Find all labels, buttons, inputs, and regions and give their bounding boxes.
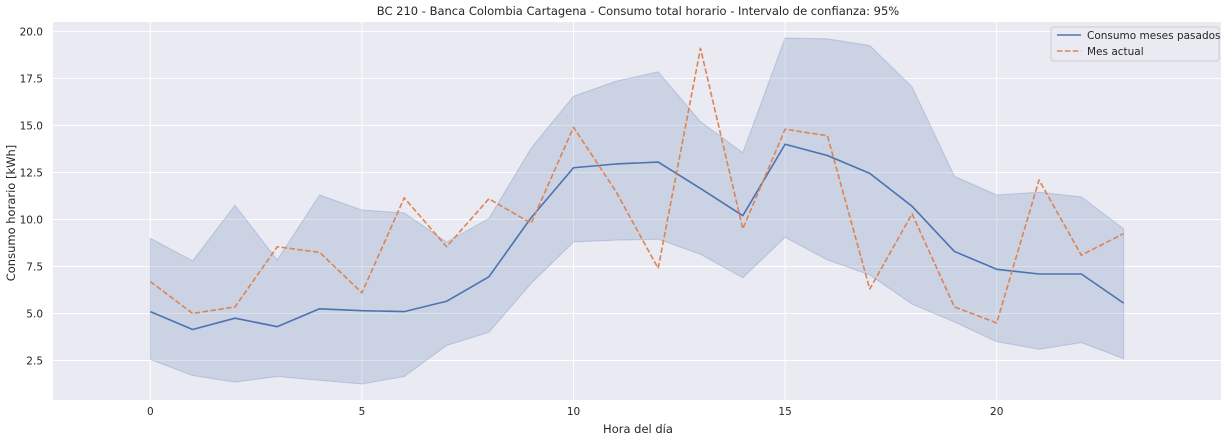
- x-tick-label: 20: [990, 406, 1003, 418]
- chart-title: BC 210 - Banca Colombia Cartagena - Cons…: [377, 4, 899, 18]
- x-tick-label: 10: [567, 406, 580, 418]
- legend: Consumo meses pasados Mes actual: [1050, 26, 1221, 62]
- y-tick-label: 7.5: [26, 261, 43, 273]
- y-tick-label: 2.5: [26, 356, 43, 368]
- y-axis-label: Consumo horario [kWh]: [4, 145, 18, 282]
- y-tick-label: 15.0: [20, 120, 43, 132]
- plot-background: [53, 22, 1221, 400]
- legend-label-mes-actual: Mes actual: [1087, 46, 1144, 58]
- y-tick-label: 20.0: [20, 26, 43, 38]
- confidence-band: [149, 37, 1125, 385]
- y-tick-label: 5.0: [26, 308, 43, 320]
- y-tick-label: 12.5: [20, 167, 43, 179]
- x-tick-label: 5: [359, 406, 366, 418]
- series-lines: [149, 47, 1125, 331]
- series-line-mes-actual: [149, 47, 1125, 324]
- confidence-band-layer: [149, 37, 1125, 385]
- series-line-consumo-meses-pasados: [150, 143, 1125, 331]
- legend-label-consumo-meses-pasados: Consumo meses pasados: [1087, 30, 1221, 42]
- y-tick-labels: 2.5 5.0 7.5 10.0 12.5 15.0 17.5 20.0: [20, 26, 43, 367]
- y-tick-label: 10.0: [20, 214, 43, 226]
- x-tick-label: 15: [778, 406, 791, 418]
- x-tick-label: 0: [147, 406, 154, 418]
- x-tick-labels: 0 5 10 15 20: [147, 406, 1003, 418]
- x-axis-label: Hora del día: [603, 422, 673, 436]
- gridlines: [53, 22, 1221, 400]
- y-tick-label: 17.5: [20, 73, 43, 85]
- legend-box: [1050, 26, 1220, 62]
